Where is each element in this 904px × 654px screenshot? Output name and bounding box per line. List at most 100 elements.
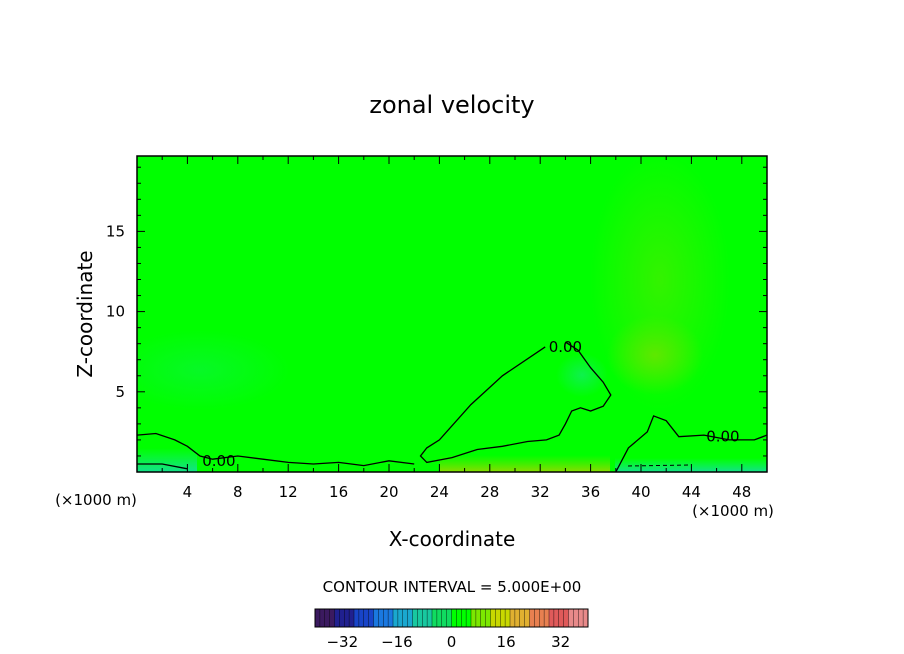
positive-anomaly-column (590, 156, 730, 410)
colorbar-cell (505, 609, 511, 627)
colorbar-cell (319, 609, 326, 627)
colorbar-cell (334, 609, 340, 627)
colorbar-cell (495, 609, 501, 627)
y-tick-label: 10 (106, 303, 125, 321)
x-unit-right: (×1000 m) (692, 502, 774, 520)
colorbar-cell (383, 609, 389, 627)
colorbar-cell (578, 609, 584, 627)
colorbar-cell (412, 609, 418, 627)
colorbar-cell (456, 609, 462, 627)
contour-label-2: 0.00 (706, 428, 739, 446)
x-axis-label: X-coordinate (389, 527, 516, 551)
x-axis-ticks: 4 8 12 16 20 24 28 32 36 40 44 48 (161, 156, 751, 501)
y-axis-ticks: 5 10 15 (106, 166, 767, 457)
colorbar-cell (373, 609, 379, 627)
colorbar-cell (393, 609, 399, 627)
colorbar-cell (529, 609, 535, 627)
colorbar-cell (524, 609, 530, 627)
colorbar-cell (422, 609, 428, 627)
colorbar-tick-label: 16 (497, 633, 516, 651)
negative-anomaly-left (137, 330, 290, 410)
colorbar-cell (436, 609, 443, 627)
colorbar-cell (451, 609, 457, 627)
colorbar-cell (568, 609, 574, 627)
colorbar-cell (514, 609, 521, 627)
colorbar-cell (397, 609, 404, 627)
colorbar-cell (534, 609, 540, 627)
colorbar-cell (544, 609, 550, 627)
plot-frame (136, 155, 768, 473)
colorbar-ticks: −32 −16 0 16 32 (326, 633, 570, 651)
surface-negative-left (137, 448, 197, 472)
colorbar-cell (490, 609, 496, 627)
contour-interval-label: CONTOUR INTERVAL = 5.000E+00 (323, 578, 582, 596)
colorbar-cell (549, 609, 555, 627)
surface-positive-jet (440, 455, 610, 472)
contour-label-1: 0.00 (549, 338, 582, 356)
colorbar-cell (368, 609, 374, 627)
x-tick-label: 40 (631, 483, 650, 501)
x-tick-label: 32 (531, 483, 550, 501)
x-tick-label: 24 (430, 483, 449, 501)
colorbar-cell (510, 609, 516, 627)
colorbar-cell (388, 609, 394, 627)
colorbar-cell (553, 609, 560, 627)
colorbar-cell (471, 609, 477, 627)
colorbar-cell (402, 609, 408, 627)
colorbar-cell (461, 609, 467, 627)
x-unit-left: (×1000 m) (55, 491, 137, 509)
x-tick-label: 16 (329, 483, 348, 501)
plot-area (137, 156, 767, 472)
contour-lines (137, 341, 767, 472)
zero-contour-1 (419, 341, 612, 464)
contour-label-3: 0.00 (202, 452, 235, 470)
x-tick-label: 4 (183, 483, 193, 501)
colorbar-cell (324, 609, 330, 627)
colorbar-cell (480, 609, 486, 627)
x-tick-label: 48 (732, 483, 751, 501)
colorbar-cell (358, 609, 365, 627)
colorbar-cell (563, 609, 569, 627)
chart-title: zonal velocity (369, 91, 534, 119)
y-tick-label: 15 (106, 222, 125, 240)
contour-labels: 0.00 0.00 0.00 (202, 338, 739, 470)
colorbar-cell (339, 609, 345, 627)
zero-contour-4 (137, 463, 188, 470)
colorbar-cell (363, 609, 369, 627)
zero-contour-3 (615, 415, 767, 472)
colorbar-cell (417, 609, 423, 627)
x-tick-label: 36 (581, 483, 600, 501)
colorbar-tick-label: 0 (447, 633, 457, 651)
colorbar-cell (539, 609, 545, 627)
x-tick-label: 20 (379, 483, 398, 501)
negative-anomaly-mid (556, 353, 608, 397)
y-axis-label: Z-coordinate (73, 250, 97, 377)
colorbar-cell (558, 609, 564, 627)
colorbar-cell (354, 609, 360, 627)
colorbar-tick-label: −32 (326, 633, 358, 651)
colorbar (314, 608, 589, 628)
colorbar-cell (427, 609, 433, 627)
colorbar-cell (475, 609, 482, 627)
colorbar-cell (349, 609, 355, 627)
colorbar-cell (446, 609, 452, 627)
colorbar-cell (329, 609, 335, 627)
colorbar-cell (441, 609, 447, 627)
negative-contour-dashed (627, 464, 691, 467)
colorbar-cell (315, 609, 321, 627)
colorbar-cell (573, 609, 579, 627)
x-tick-label: 44 (682, 483, 701, 501)
colorbar-cell (378, 609, 384, 627)
x-tick-label: 12 (279, 483, 298, 501)
colorbar-tick-label: 32 (551, 633, 570, 651)
x-tick-label: 28 (480, 483, 499, 501)
colorbar-cell (344, 609, 350, 627)
colorbar-cell (466, 609, 472, 627)
colorbar-cell (407, 609, 413, 627)
colorbar-cell (519, 609, 525, 627)
colorbar-cell (432, 609, 438, 627)
colorbar-frame (314, 608, 589, 628)
colorbar-tick-label: −16 (381, 633, 413, 651)
colorbar-cell (485, 609, 491, 627)
